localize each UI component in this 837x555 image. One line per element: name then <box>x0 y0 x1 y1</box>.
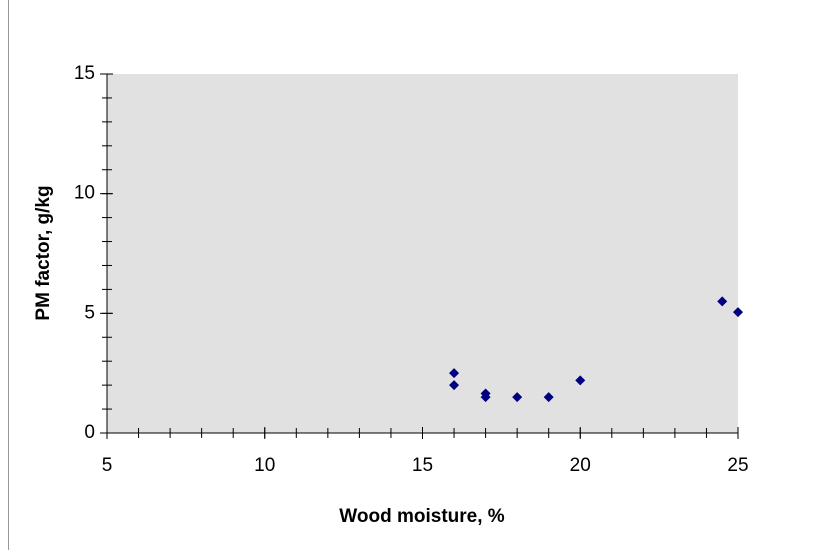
y-axis-label: PM factor, g/kg <box>33 185 54 320</box>
y-tick-label: 10 <box>74 183 95 204</box>
point <box>512 392 523 403</box>
point <box>449 380 460 391</box>
x-axis-label: Wood moisture, % <box>339 506 504 527</box>
x-tick-label: 25 <box>727 455 748 476</box>
x-tick-label: 10 <box>254 455 275 476</box>
point <box>480 392 491 403</box>
x-tick-label: 15 <box>412 455 433 476</box>
plot-area <box>107 74 738 433</box>
point <box>449 368 460 379</box>
point <box>575 375 586 386</box>
y-tick-label: 5 <box>84 302 95 323</box>
point <box>717 296 728 307</box>
y-tick-label: 15 <box>74 63 95 84</box>
point <box>543 392 554 403</box>
y-tick-label: 0 <box>84 422 95 443</box>
x-tick-label: 5 <box>102 455 113 476</box>
point <box>733 307 743 318</box>
x-tick-label: 20 <box>570 455 591 476</box>
